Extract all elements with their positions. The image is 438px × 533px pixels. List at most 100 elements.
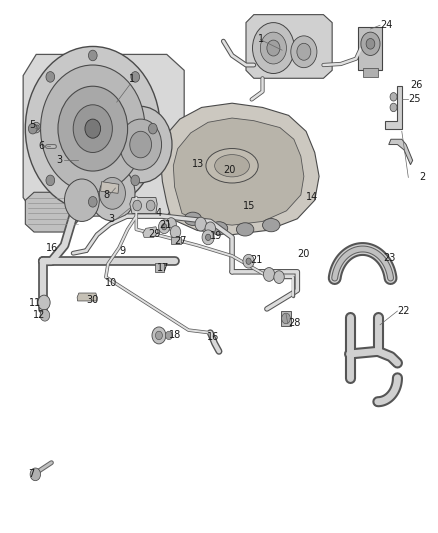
Ellipse shape [215,155,250,177]
Circle shape [46,71,55,82]
Text: 21: 21 [251,255,263,265]
Circle shape [30,468,41,481]
Circle shape [58,86,127,171]
Circle shape [246,258,251,264]
Polygon shape [173,118,304,225]
Circle shape [366,38,375,49]
Circle shape [35,125,39,130]
Polygon shape [385,86,402,128]
Ellipse shape [237,223,254,236]
Circle shape [120,119,162,170]
Circle shape [162,223,167,230]
Text: 1: 1 [258,34,264,44]
Bar [171,237,181,244]
Bar [358,27,382,70]
Text: 9: 9 [119,246,125,256]
Text: 2: 2 [419,172,425,182]
Circle shape [38,295,50,310]
Ellipse shape [210,222,228,235]
Polygon shape [25,192,80,232]
Circle shape [253,22,294,74]
Circle shape [88,50,97,61]
Circle shape [88,197,97,207]
Text: 28: 28 [288,318,300,328]
Circle shape [274,271,284,284]
Ellipse shape [184,212,201,225]
Text: 12: 12 [32,310,45,320]
Text: 4: 4 [156,208,162,219]
Circle shape [40,310,49,321]
Ellipse shape [262,219,280,232]
Circle shape [390,103,397,112]
Text: 16: 16 [207,332,219,342]
Text: 17: 17 [157,263,170,273]
Circle shape [25,46,160,211]
Polygon shape [160,103,319,235]
Text: 15: 15 [244,200,256,211]
Circle shape [291,36,317,68]
Circle shape [99,177,125,209]
Circle shape [155,331,162,340]
Circle shape [148,123,157,134]
Circle shape [133,200,141,211]
Text: 5: 5 [29,120,35,130]
Polygon shape [143,227,158,237]
Text: 22: 22 [397,306,410,316]
Circle shape [205,234,211,240]
Circle shape [195,217,206,231]
Circle shape [361,32,380,55]
Text: 13: 13 [192,159,204,168]
Circle shape [166,217,177,230]
Circle shape [85,119,101,138]
Bar [281,311,291,326]
Circle shape [41,65,145,192]
Polygon shape [389,139,413,165]
Text: 3: 3 [56,156,62,165]
Circle shape [130,131,152,158]
Text: 25: 25 [408,94,421,104]
Circle shape [170,225,181,238]
Bar [363,68,378,77]
Text: 3: 3 [109,214,115,224]
Text: 7: 7 [28,470,34,479]
Polygon shape [130,198,157,214]
Circle shape [260,32,286,64]
Circle shape [90,166,135,221]
Circle shape [46,175,55,185]
Text: 18: 18 [169,330,181,341]
Circle shape [131,71,140,82]
Circle shape [263,268,275,281]
Text: 21: 21 [159,220,171,230]
Circle shape [152,327,166,344]
Polygon shape [23,54,184,216]
Circle shape [131,175,140,185]
Text: 16: 16 [46,243,58,253]
Polygon shape [246,14,332,78]
Circle shape [146,200,155,211]
Text: 8: 8 [103,190,110,200]
Circle shape [64,179,99,221]
Text: 11: 11 [29,297,42,308]
Circle shape [202,230,214,245]
Text: 14: 14 [306,191,318,201]
Circle shape [110,107,172,183]
Text: 1: 1 [129,74,135,84]
Circle shape [390,93,397,101]
Circle shape [159,220,170,233]
Text: 23: 23 [384,253,396,263]
Text: 6: 6 [39,141,45,151]
Circle shape [282,313,290,324]
Circle shape [166,331,173,340]
Circle shape [73,105,113,152]
Circle shape [297,43,311,60]
Text: 20: 20 [297,249,310,260]
Polygon shape [77,293,97,301]
Text: 30: 30 [87,295,99,305]
Circle shape [205,222,215,235]
Circle shape [267,40,280,56]
Circle shape [243,254,254,268]
Ellipse shape [206,149,258,183]
Polygon shape [101,182,119,193]
Text: 20: 20 [223,165,236,175]
Bar [155,263,164,272]
